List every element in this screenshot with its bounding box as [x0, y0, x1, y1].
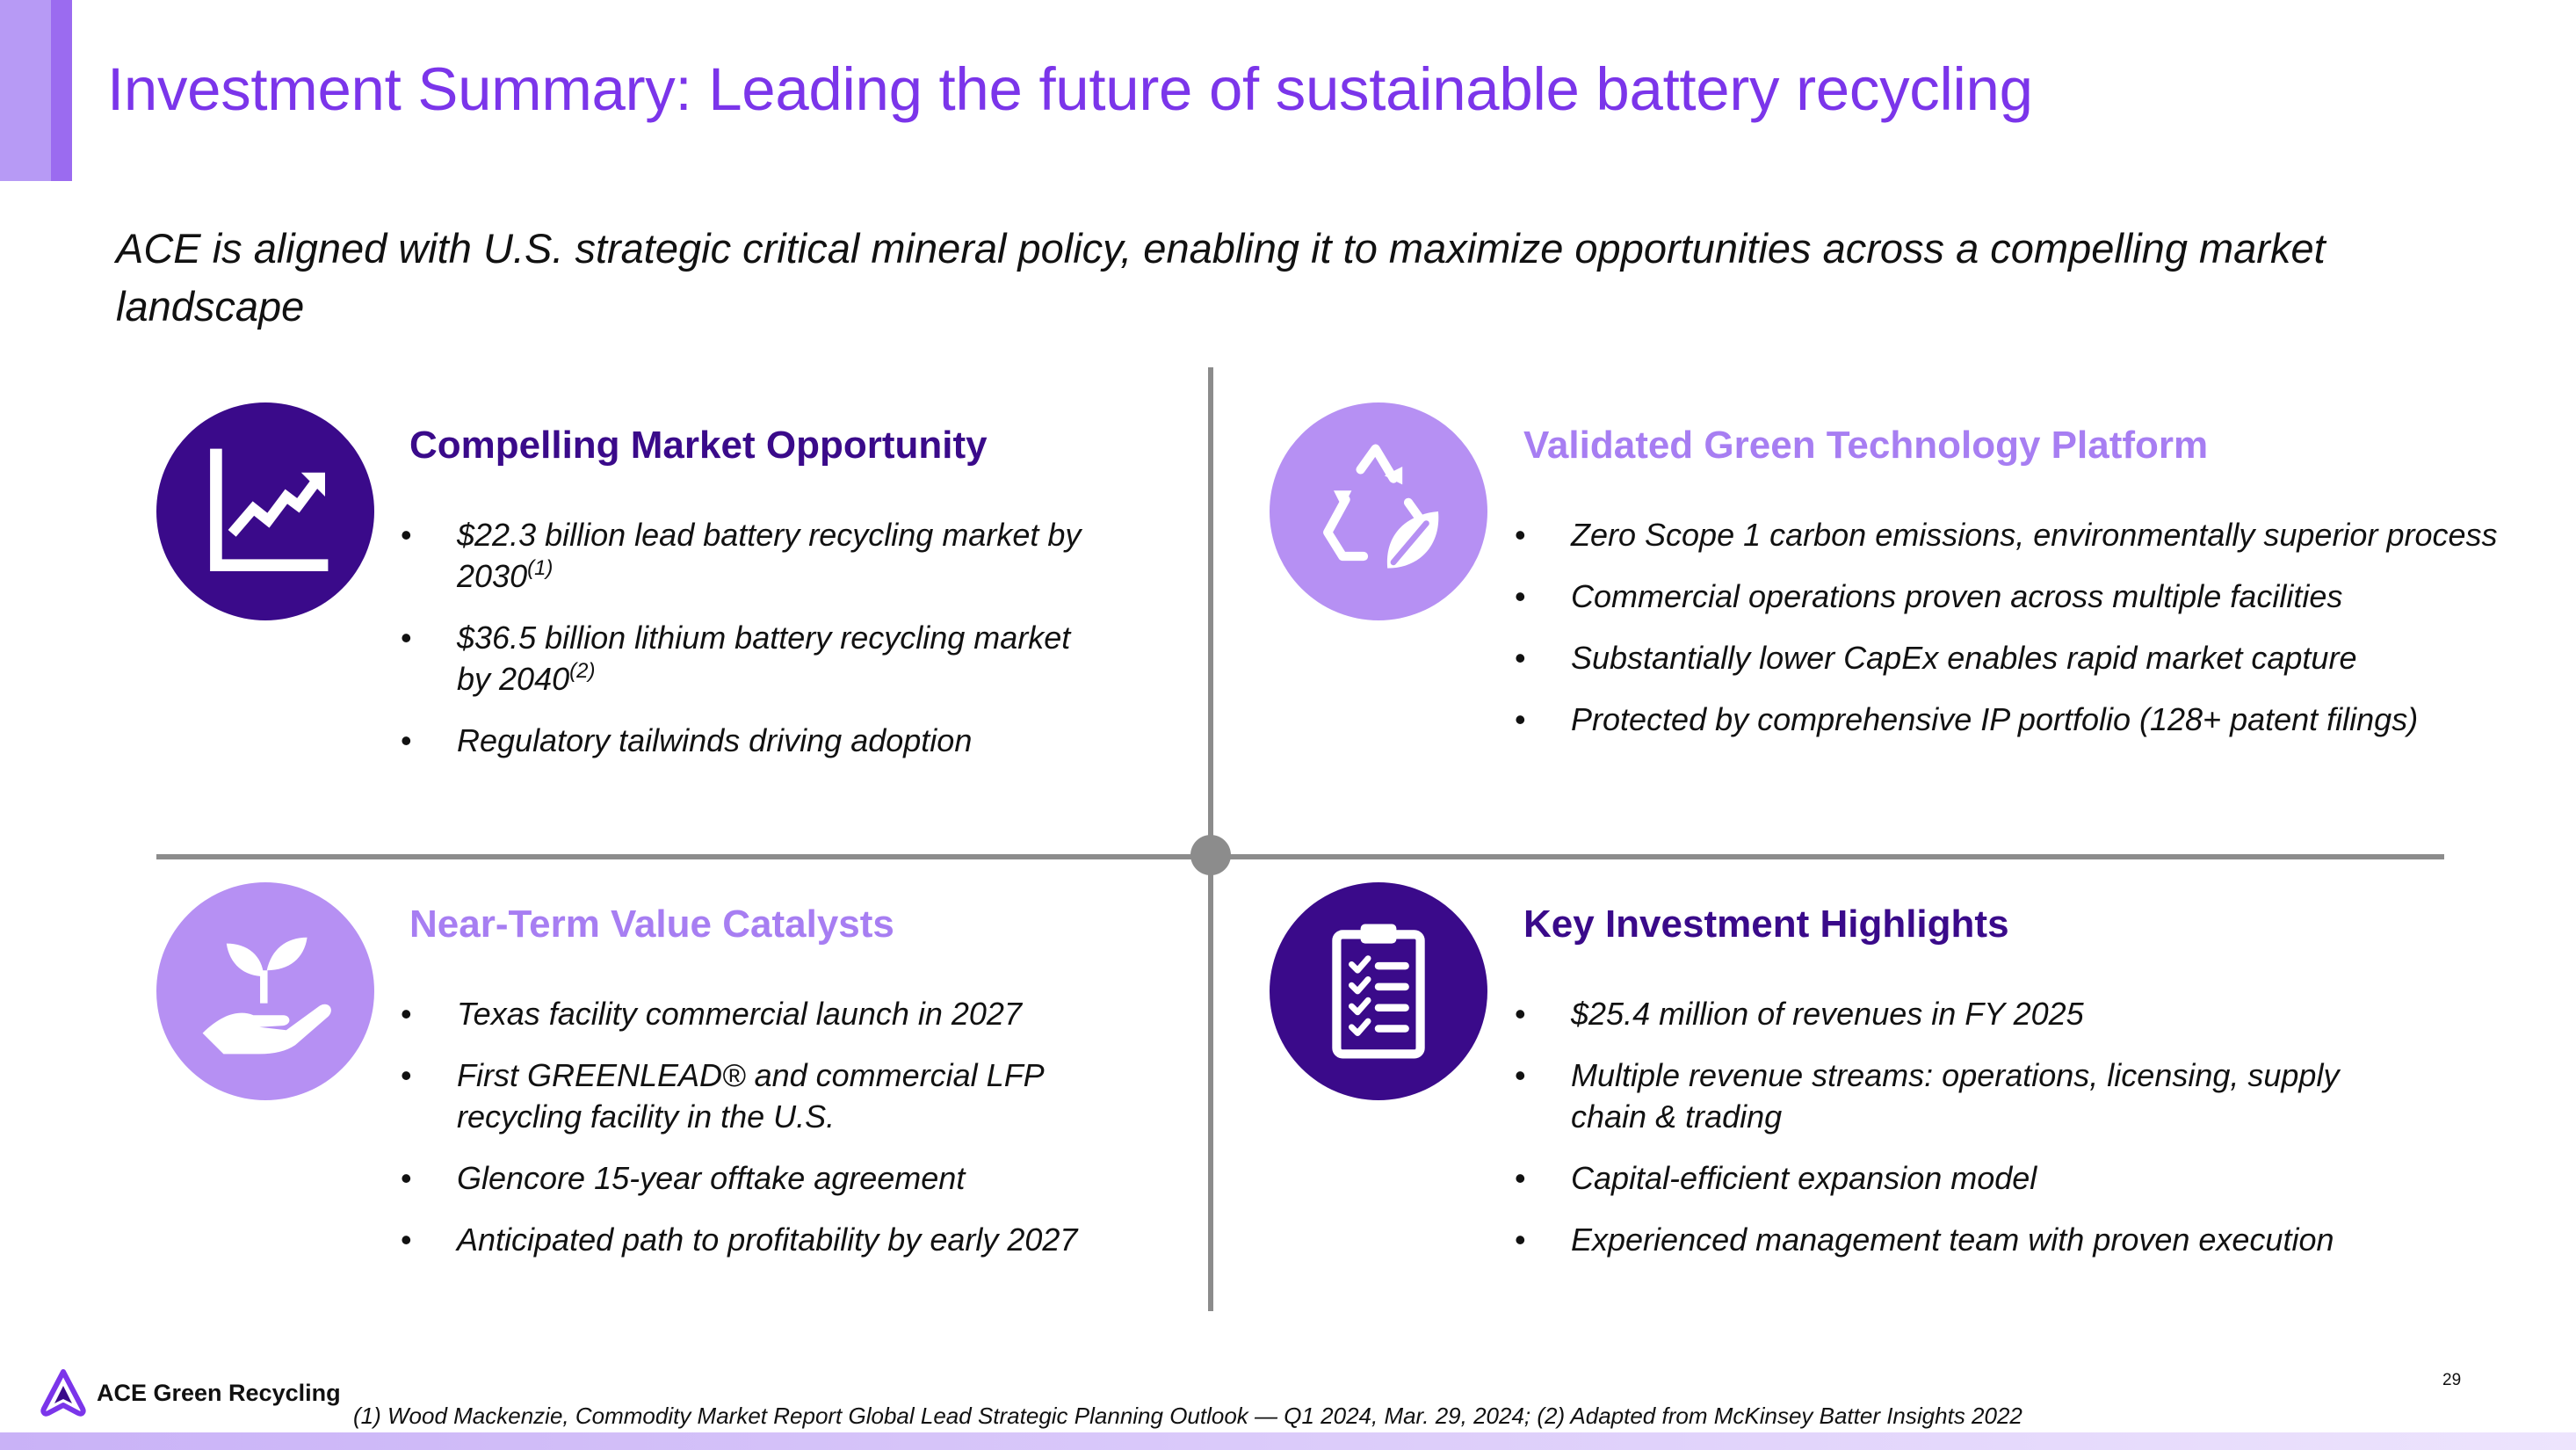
- footer-band: [0, 1432, 2576, 1450]
- green-technology-heading: Validated Green Technology Platform: [1523, 424, 2209, 467]
- list-item: $22.3 billion lead battery recycling mar…: [401, 514, 1103, 597]
- list-item: Experienced management team with proven …: [1515, 1219, 2393, 1260]
- green-technology-list: Zero Scope 1 carbon emissions, environme…: [1515, 514, 2525, 760]
- investment-highlights-heading: Key Investment Highlights: [1523, 903, 2009, 946]
- page-title: Investment Summary: Leading the future o…: [107, 55, 2033, 123]
- value-catalysts-list: Texas facility commercial launch in 2027…: [401, 993, 1156, 1280]
- list-item: First GREENLEAD® and commercial LFP recy…: [401, 1055, 1156, 1137]
- growth-chart-icon: [156, 402, 374, 620]
- page-subtitle: ACE is aligned with U.S. strategic criti…: [116, 225, 2326, 330]
- ace-logo-icon: [40, 1369, 86, 1417]
- list-item: $36.5 billion lithium battery recycling …: [401, 617, 1103, 700]
- market-opportunity-heading: Compelling Market Opportunity: [409, 424, 988, 467]
- recycle-leaf-icon: [1270, 402, 1487, 620]
- list-item: Substantially lower CapEx enables rapid …: [1515, 637, 2525, 678]
- hand-sprout-icon: [156, 882, 374, 1100]
- page-number: 29: [2442, 1371, 2462, 1389]
- list-item: Zero Scope 1 carbon emissions, environme…: [1515, 514, 2525, 555]
- list-item: Regulatory tailwinds driving adoption: [401, 720, 1103, 761]
- value-catalysts-heading: Near-Term Value Catalysts: [409, 903, 894, 946]
- clipboard-checklist-icon: [1270, 882, 1487, 1100]
- list-item: Commercial operations proven across mult…: [1515, 576, 2525, 617]
- investment-highlights-list: $25.4 million of revenues in FY 2025 Mul…: [1515, 993, 2393, 1280]
- list-item: Anticipated path to profitability by ear…: [401, 1219, 1156, 1260]
- list-item: Protected by comprehensive IP portfolio …: [1515, 699, 2525, 740]
- company-logo: ACE Green Recycling: [37, 1367, 341, 1419]
- market-opportunity-list: $22.3 billion lead battery recycling mar…: [401, 514, 1103, 781]
- divider-center-dot: [1190, 835, 1231, 875]
- list-item: Multiple revenue streams: operations, li…: [1515, 1055, 2393, 1137]
- logo-text: ACE Green Recycling: [97, 1379, 341, 1406]
- header-accent-bar-inner: [51, 0, 72, 181]
- horizontal-divider: [156, 854, 2444, 859]
- list-item: Texas facility commercial launch in 2027: [401, 993, 1156, 1034]
- list-item: Capital-efficient expansion model: [1515, 1157, 2393, 1199]
- list-item: $25.4 million of revenues in FY 2025: [1515, 993, 2393, 1034]
- footnote: (1) Wood Mackenzie, Commodity Market Rep…: [353, 1403, 2022, 1429]
- list-item: Glencore 15-year offtake agreement: [401, 1157, 1156, 1199]
